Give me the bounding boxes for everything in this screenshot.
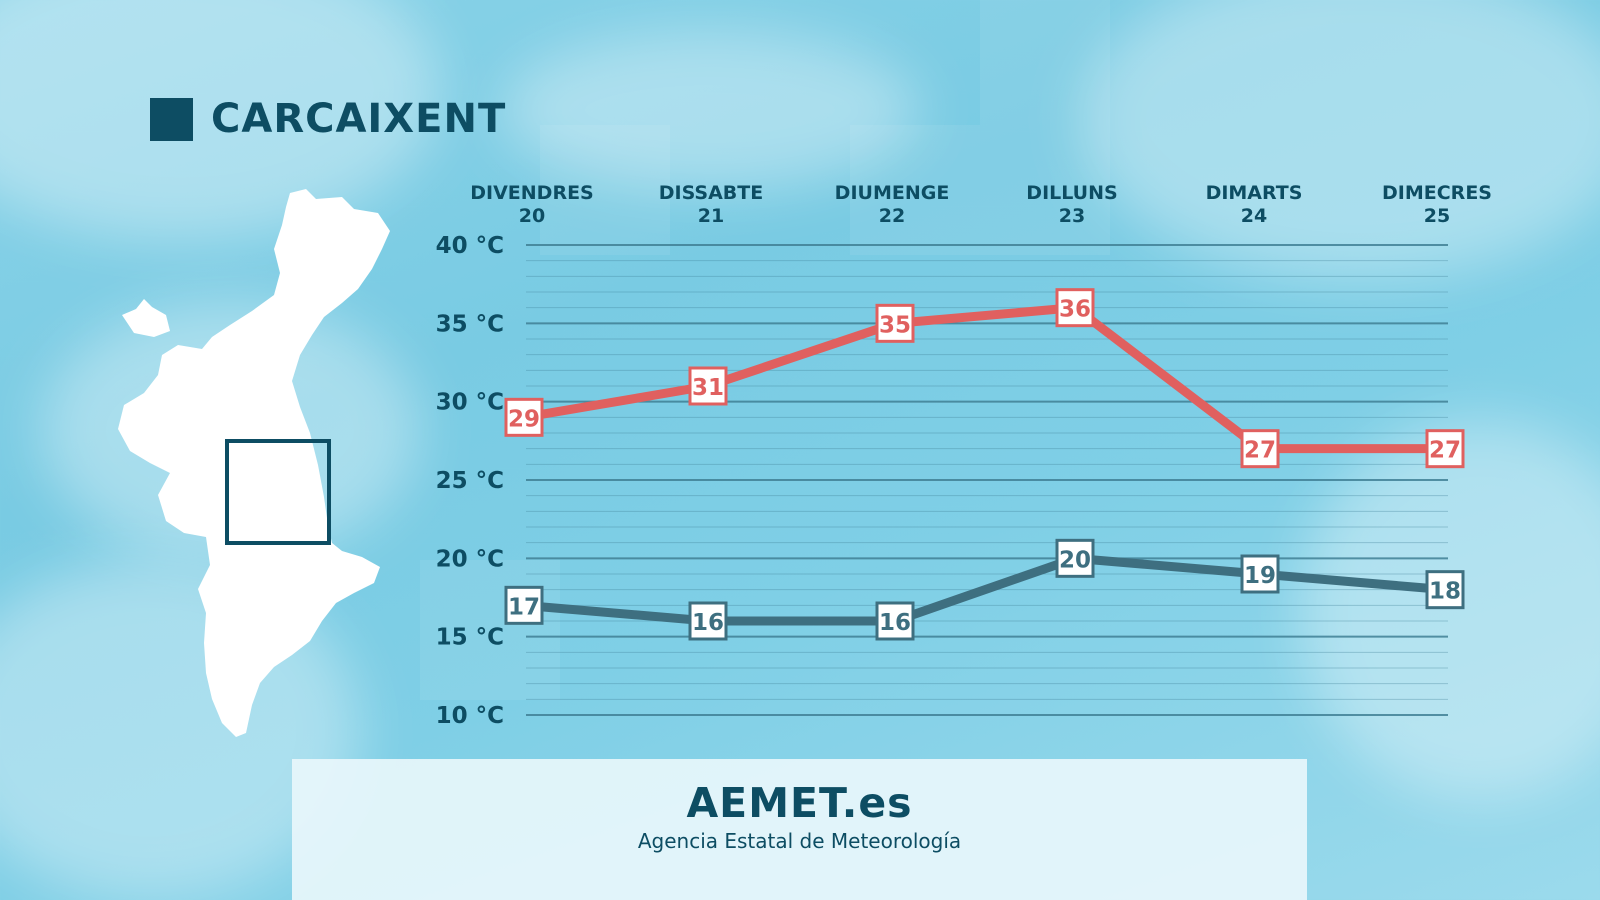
- location-highlight-box: [225, 439, 331, 545]
- data-point-max: [1055, 288, 1095, 328]
- y-tick-label: 30 °C: [436, 390, 504, 416]
- data-label-max: 36: [1059, 297, 1091, 323]
- data-point-min: [1055, 538, 1095, 578]
- data-label-max: 31: [692, 375, 724, 401]
- x-tick-day: DIVENDRES: [470, 182, 594, 204]
- footer-subtitle: Agencia Estatal de Meteorología: [637, 829, 962, 853]
- title-square-marker: [150, 97, 193, 141]
- data-label-max: 29: [508, 406, 540, 432]
- data-point-max: [1425, 429, 1465, 469]
- data-point-min: [875, 601, 915, 641]
- series-line-max: [519, 303, 1450, 454]
- series-line-min: [519, 553, 1450, 626]
- data-point-max: [504, 397, 544, 437]
- footer-brand: AEMET.es: [686, 779, 913, 827]
- data-label-min: 20: [1059, 547, 1091, 573]
- data-point-min: [1240, 554, 1280, 594]
- y-tick-label: 40 °C: [436, 233, 504, 259]
- x-tick-day: DIMECRES: [1382, 182, 1492, 204]
- y-tick-label: 25 °C: [436, 468, 504, 494]
- y-tick-label: 15 °C: [436, 625, 504, 651]
- x-tick-day: DIUMENGE: [835, 182, 950, 204]
- x-tick-day: DISSABTE: [659, 182, 763, 204]
- x-tick-day: DILLUNS: [1026, 182, 1117, 204]
- region-map-shape: [118, 189, 390, 737]
- data-point-min: [1425, 570, 1465, 610]
- x-tick-date: 24: [1241, 205, 1267, 227]
- data-point-max: [688, 366, 728, 406]
- data-label-min: 18: [1429, 579, 1461, 605]
- x-tick-day: DIMARTS: [1206, 182, 1303, 204]
- region-map: [110, 185, 410, 755]
- x-tick-date: 23: [1059, 205, 1085, 227]
- data-label-min: 16: [692, 610, 724, 636]
- x-tick-date: 20: [519, 205, 545, 227]
- x-tick-date: 21: [698, 205, 724, 227]
- data-label-max: 27: [1429, 438, 1461, 464]
- location-title: CARCAIXENT: [150, 96, 506, 142]
- x-tick-date: 25: [1424, 205, 1450, 227]
- data-label-min: 19: [1244, 563, 1276, 589]
- x-tick-date: 22: [879, 205, 905, 227]
- data-label-max: 27: [1244, 438, 1276, 464]
- data-point-max: [1240, 429, 1280, 469]
- data-label-min: 16: [879, 610, 911, 636]
- location-name: CARCAIXENT: [211, 96, 507, 142]
- y-tick-label: 20 °C: [436, 546, 504, 572]
- data-label-max: 35: [879, 312, 911, 338]
- y-tick-label: 10 °C: [436, 703, 504, 729]
- data-label-min: 17: [508, 594, 540, 620]
- y-tick-label: 35 °C: [436, 311, 504, 337]
- data-point-min: [504, 585, 544, 625]
- footer-banner: AEMET.es Agencia Estatal de Meteorología: [292, 759, 1307, 900]
- data-point-min: [688, 601, 728, 641]
- data-point-max: [875, 303, 915, 343]
